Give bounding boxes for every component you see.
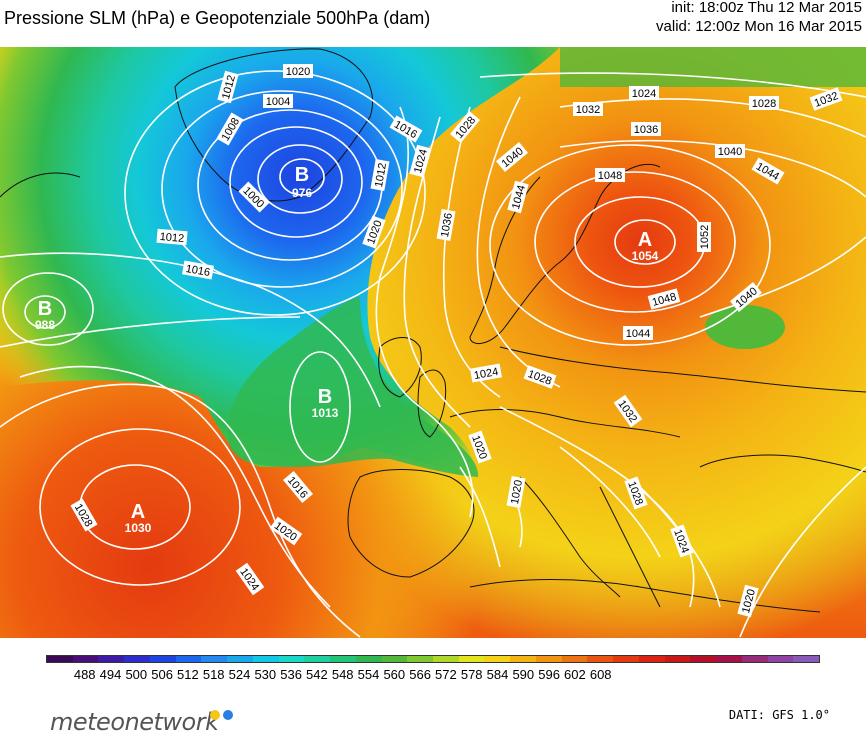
color-scale-segment	[201, 656, 228, 662]
color-scale-segment	[227, 656, 253, 662]
color-scale-segment	[252, 656, 279, 662]
center-value: 1030	[125, 521, 152, 535]
isobar-label: 1052	[699, 225, 711, 249]
color-scale-tick: 560	[383, 667, 406, 682]
weather-map: 1012 1004 1020 1008 1016 1000 1012 1020 …	[0, 47, 866, 638]
data-source: DATI: GFS 1.0°	[728, 708, 830, 722]
green-patch-east	[705, 305, 785, 349]
center-value: 988	[35, 318, 55, 332]
color-scale-tick: 512	[177, 667, 199, 682]
low-center-atlantic: B 1013	[312, 386, 339, 420]
color-scale-segment	[433, 656, 459, 662]
color-scale-segment	[664, 656, 691, 662]
isobar-label: 1044	[626, 328, 650, 340]
color-scale-tick: 566	[409, 667, 431, 682]
color-scale-tick: 500	[125, 667, 148, 682]
init-time: init: 18:00z Thu 12 Mar 2015	[671, 0, 862, 16]
color-scale-segment	[47, 656, 73, 662]
isobar-label: 1032	[576, 104, 600, 116]
color-scale-segment	[407, 656, 434, 662]
color-scale-ticks: 488 494 500 506 512 518 524 530 536 542 548 554 560 5…	[46, 667, 820, 685]
low-center-greenland: B 976	[292, 164, 312, 200]
high-center-scandinavia: A 1054	[632, 229, 659, 263]
color-scale-tick: 530	[254, 667, 277, 682]
color-scale-tick: 608	[589, 667, 612, 682]
color-scale-tick: 524	[228, 667, 251, 682]
color-scale-segment	[561, 656, 588, 662]
isobar-label: 1012	[373, 162, 389, 188]
isobar-label: 1036	[439, 212, 455, 238]
color-scale-segment	[330, 656, 356, 662]
meteonetwork-logo: meteonetwork	[50, 708, 219, 736]
color-scale-segment	[587, 656, 614, 662]
color-scale-segment	[638, 656, 665, 662]
color-scale-tick: 584	[486, 667, 509, 682]
isobar-label: 1028	[752, 98, 776, 110]
isobar-label: 1020	[509, 479, 525, 505]
color-scale-segment	[175, 656, 202, 662]
color-scale-segment	[149, 656, 176, 662]
coastlines	[0, 48, 866, 613]
chart-title: Pressione SLM (hPa) e Geopotenziale 500h…	[4, 8, 431, 28]
valid-time: valid: 12:00z Mon 16 Mar 2015	[656, 18, 862, 35]
color-scale-segment	[716, 656, 742, 662]
center-value: 1054	[632, 249, 659, 263]
high-center-azores: A 1030	[125, 501, 152, 535]
isobar-label: 1020	[286, 66, 310, 78]
isobar-label: 1012	[159, 231, 184, 245]
color-scale-tick: 572	[435, 667, 457, 682]
color-scale-tick: 602	[564, 667, 586, 682]
isobar-label: 1024	[473, 366, 499, 382]
color-scale-segment	[510, 656, 536, 662]
color-scale-tick: 506	[151, 667, 173, 682]
center-type: A	[131, 501, 145, 523]
color-scale-segment	[741, 656, 768, 662]
color-scale-tick: 536	[280, 667, 302, 682]
isobar-label: 1040	[718, 146, 742, 158]
green-band	[227, 297, 479, 477]
color-scale-segment	[278, 656, 305, 662]
center-value: 1013	[312, 406, 339, 420]
map-svg: 1012 1004 1020 1008 1016 1000 1012 1020 …	[0, 47, 866, 638]
color-scale-bar	[46, 655, 820, 663]
color-scale-tick: 548	[331, 667, 354, 682]
color-scale-segment	[355, 656, 382, 662]
color-scale-tick: 590	[512, 667, 535, 682]
color-scale-segment	[484, 656, 511, 662]
color-scale-segment	[793, 656, 820, 662]
pressure-centers: B 976 B 988 B 1013 A 1030 A 1054	[35, 164, 659, 535]
color-scale-tick: 488	[73, 667, 96, 682]
isobar-label: 1024	[632, 88, 656, 100]
color-scale-segment	[72, 656, 99, 662]
color-scale-segment	[458, 656, 485, 662]
isobar-label: 1004	[266, 96, 290, 108]
isobar-label: 1048	[598, 170, 622, 182]
color-scale-segment	[535, 656, 562, 662]
color-scale-tick: 554	[357, 667, 380, 682]
center-type: B	[318, 386, 332, 408]
color-scale-tick: 596	[538, 667, 560, 682]
color-scale-segment	[304, 656, 331, 662]
low-center-west: B 988	[35, 298, 55, 332]
color-scale-tick: 578	[460, 667, 483, 682]
color-scale-tick: 518	[202, 667, 225, 682]
center-value: 976	[292, 186, 312, 200]
center-type: B	[38, 298, 52, 320]
logo-dot-blue	[223, 710, 233, 720]
color-scale-segment	[98, 656, 125, 662]
run-info: init: 18:00z Thu 12 Mar 2015 valid: 12:0…	[656, 0, 862, 36]
color-scale-segment	[690, 656, 717, 662]
color-scale-segment	[124, 656, 150, 662]
color-scale-segment	[381, 656, 408, 662]
isobar-label: 1036	[634, 124, 658, 136]
isobar-label: 1016	[185, 263, 211, 279]
color-scale-tick: 494	[99, 667, 122, 682]
color-scale-tick: 542	[306, 667, 328, 682]
center-type: A	[638, 229, 652, 251]
color-scale-segment	[613, 656, 639, 662]
logo-dot-yellow	[210, 710, 220, 720]
center-type: B	[295, 164, 309, 186]
color-scale-segment	[767, 656, 794, 662]
